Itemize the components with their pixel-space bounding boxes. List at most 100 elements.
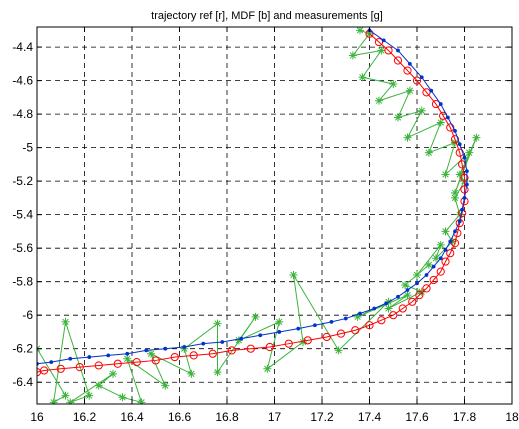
data-point: [147, 349, 155, 358]
data-point: [445, 115, 450, 120]
x-tick-label: 16.6: [168, 410, 192, 424]
y-tick-label: -5.6: [12, 241, 33, 255]
data-point: [358, 73, 367, 82]
data-point: [234, 336, 243, 345]
data-point: [384, 301, 389, 306]
data-point: [299, 338, 307, 346]
data-point: [336, 329, 346, 338]
data-point: [381, 38, 386, 43]
y-tick-label: -6.2: [12, 342, 33, 356]
data-point: [289, 270, 298, 279]
y-tick-label: -5.8: [12, 275, 33, 289]
data-point: [220, 340, 225, 344]
data-point: [464, 182, 469, 187]
data-point: [132, 358, 141, 367]
data-point: [118, 393, 127, 402]
data-point: [394, 113, 402, 122]
data-point: [460, 173, 469, 182]
x-tick-label: 17.8: [453, 410, 477, 424]
data-point: [401, 281, 410, 290]
data-point: [161, 381, 170, 390]
data-point: [398, 304, 407, 313]
data-point: [472, 133, 481, 142]
data-point: [343, 316, 348, 321]
data-point: [109, 369, 117, 378]
data-point: [258, 333, 263, 338]
mdf-series-line: [37, 29, 468, 365]
data-point: [424, 260, 433, 269]
data-point: [419, 75, 424, 80]
x-tick-label: 16.2: [73, 410, 97, 424]
data-point: [94, 381, 103, 390]
data-point: [415, 290, 424, 300]
data-point: [460, 185, 469, 194]
data-point: [453, 128, 457, 133]
data-point: [415, 281, 419, 286]
data-point: [417, 106, 426, 115]
data-point: [460, 207, 465, 212]
data-point: [265, 342, 274, 352]
data-point: [246, 344, 255, 353]
data-point: [372, 306, 377, 311]
data-point: [365, 321, 374, 330]
axis-ticks: 16 16.2 16.4 16.6 16.8 17 17.2 17.4 17.6 17.8 18 -4…: [12, 27, 519, 424]
data-point: [389, 311, 398, 320]
data-point: [187, 369, 196, 378]
data-point: [377, 316, 386, 325]
data-point: [113, 359, 122, 368]
data-point: [123, 354, 132, 363]
data-point: [436, 118, 445, 127]
data-point: [329, 319, 334, 324]
y-tick-label: -4.4: [12, 40, 33, 54]
data-point: [448, 237, 457, 246]
data-point: [384, 304, 393, 313]
data-point: [422, 88, 431, 97]
data-point: [457, 142, 462, 147]
data-point: [432, 254, 440, 263]
y-tick-label: -4.8: [12, 107, 33, 121]
data-point: [441, 170, 450, 179]
data-point: [451, 193, 459, 202]
y-tick-label: -4.6: [12, 74, 33, 88]
data-point: [453, 229, 457, 234]
data-point: [182, 345, 187, 349]
data-point: [457, 219, 462, 224]
y-tick-label: -6: [22, 308, 33, 322]
data-point: [56, 364, 65, 373]
x-tick-label: 18: [505, 410, 519, 424]
data-point: [403, 291, 412, 300]
data-point: [455, 170, 464, 179]
data-point: [451, 188, 459, 197]
data-point: [431, 264, 436, 269]
x-tick-label: 16.4: [120, 410, 144, 424]
data-point: [49, 398, 58, 404]
data-point: [375, 96, 383, 105]
data-point: [405, 86, 414, 95]
data-point: [351, 326, 360, 335]
data-point: [448, 239, 453, 244]
data-point: [462, 196, 467, 200]
y-tick-label: -5.2: [12, 174, 33, 188]
data-point: [213, 368, 222, 377]
data-point: [389, 79, 398, 88]
chart-title: trajectory ref [r], MDF [b] and measurem…: [151, 10, 383, 22]
data-point: [403, 66, 412, 75]
data-point: [450, 239, 460, 248]
data-point: [334, 346, 343, 355]
x-tick-label: 16.8: [215, 410, 239, 424]
data-point: [239, 336, 244, 341]
data-point: [68, 356, 73, 361]
data-point: [464, 169, 469, 173]
data-point: [455, 148, 464, 157]
data-point: [436, 267, 445, 276]
data-point: [446, 123, 455, 132]
data-point: [450, 135, 460, 144]
data-point: [163, 346, 168, 351]
x-tick-label: 17.2: [310, 410, 334, 424]
data-point: [348, 51, 357, 60]
data-point: [356, 27, 364, 35]
data-point: [75, 363, 84, 372]
x-tick-label: 17: [268, 410, 282, 424]
data-point: [322, 332, 331, 342]
y-tick-label: -6.4: [12, 375, 33, 389]
